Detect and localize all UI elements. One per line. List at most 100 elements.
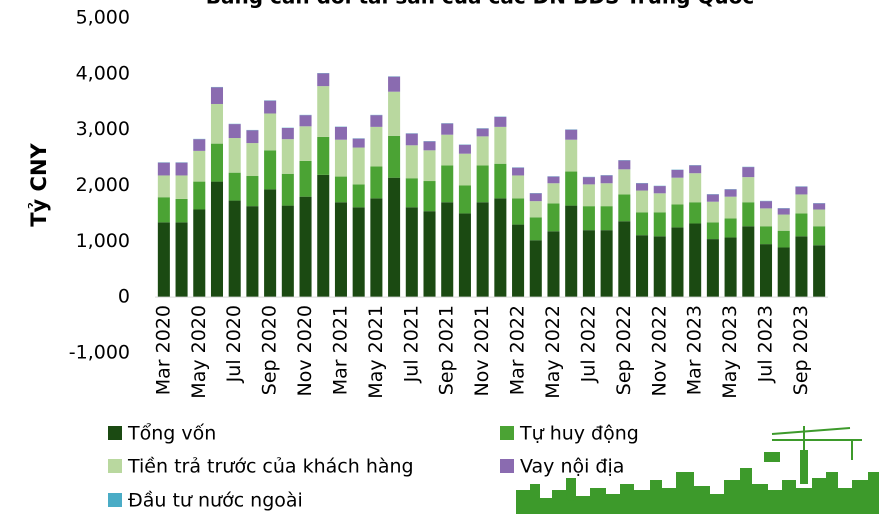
x-tick-label: Sep 2023 — [790, 305, 812, 395]
bar-segment — [653, 236, 666, 298]
bar-segment — [423, 181, 436, 212]
x-tick-label: May 2022 — [542, 305, 564, 399]
bar-segment — [600, 175, 613, 184]
bar-segment — [157, 197, 170, 223]
y-tick-label: 4,000 — [76, 62, 130, 84]
bar-segment — [317, 73, 330, 87]
y-tick-label: -1,000 — [69, 342, 130, 364]
chart-title: Bảng cân đối tài sản của các DN BĐS Trun… — [206, 0, 754, 9]
x-tick-label: Nov 2020 — [294, 305, 316, 396]
legend-label: Đầu tư nước ngoài — [128, 490, 303, 512]
bar-segment — [246, 130, 259, 144]
bar-segment — [671, 169, 684, 178]
bar-segment — [476, 128, 489, 137]
bar-segment — [671, 227, 684, 298]
bar-segment — [706, 239, 719, 298]
bar-segment — [299, 126, 312, 161]
bar-segment — [706, 222, 719, 240]
x-tick-label: May 2020 — [188, 305, 210, 399]
bar-segment — [689, 223, 702, 298]
bar-segment — [423, 150, 436, 182]
bar-segment — [512, 198, 525, 225]
bar-segment — [388, 91, 401, 136]
bar-segment — [759, 226, 773, 245]
bar-segment — [636, 190, 649, 213]
bar-segment — [264, 189, 277, 298]
bar-segment — [175, 162, 188, 176]
bar-segment — [210, 103, 224, 144]
bar-segment — [476, 165, 489, 203]
bar-segment — [600, 206, 613, 231]
x-tick-label: Sep 2022 — [613, 305, 635, 395]
bar-segment — [228, 200, 241, 298]
bar-segment — [193, 139, 206, 151]
bar-segment — [582, 184, 595, 207]
bar-segment — [636, 212, 649, 236]
bar-segment — [317, 174, 330, 298]
x-tick-label: Jul 2020 — [223, 305, 245, 383]
bar-segment — [388, 135, 401, 178]
bar-segment — [157, 222, 170, 298]
bar-segment — [724, 237, 737, 298]
bar-segment — [494, 198, 507, 298]
bar-segment — [193, 150, 206, 182]
bar-segment — [228, 138, 241, 173]
y-tick-label: 5,000 — [76, 7, 130, 29]
bar-segment — [759, 244, 773, 298]
bar-segment — [689, 173, 702, 203]
y-tick-label: 1,000 — [76, 230, 130, 252]
bar-segment — [618, 160, 631, 170]
bar-segment — [706, 194, 719, 202]
x-tick-label: Mar 2022 — [507, 305, 529, 395]
x-tick-label: Jul 2022 — [577, 305, 599, 383]
bar-segment — [352, 138, 365, 148]
bar-segment — [157, 162, 170, 176]
bar-segment — [777, 208, 790, 215]
bar-segment — [529, 217, 542, 241]
y-axis-label: Tỷ CNY — [27, 142, 51, 226]
bar-segment — [370, 166, 383, 199]
y-tick-label: 0 — [118, 286, 130, 308]
x-tick-label: Nov 2022 — [648, 305, 670, 396]
bar-segment — [706, 201, 719, 223]
bar-segment — [458, 213, 471, 298]
bar-segment — [759, 201, 773, 209]
bar-segment — [370, 126, 383, 167]
bar-segment — [334, 139, 347, 177]
bar-segment — [405, 178, 418, 208]
bar-segment — [458, 185, 471, 214]
bar-segment — [777, 214, 790, 231]
bar-segment — [175, 222, 188, 298]
bar-segment — [653, 186, 666, 194]
legend-swatch — [108, 493, 122, 507]
bar-segment — [795, 186, 808, 195]
bar-segment — [264, 150, 277, 190]
bar-segment — [777, 230, 790, 248]
bar-segment — [281, 127, 294, 140]
bar-segment — [547, 176, 560, 184]
bar-segment — [529, 193, 542, 202]
bar-segment — [724, 189, 737, 197]
bar-segment — [441, 134, 454, 166]
bar-segment — [352, 147, 365, 185]
bar-segment — [334, 176, 347, 203]
bar-segment — [210, 143, 224, 182]
bar-segment — [494, 126, 507, 164]
bar-segment — [317, 136, 330, 175]
bar-segment — [405, 145, 418, 179]
bar-segment — [813, 226, 826, 246]
bar-segment — [193, 181, 206, 210]
bar-segment — [388, 76, 401, 92]
legend-label: Vay nội địa — [520, 456, 624, 478]
bar-segment — [494, 116, 507, 127]
bar-segment — [653, 212, 666, 237]
bar-segment — [671, 204, 684, 228]
bar-segment — [795, 194, 808, 214]
bar-segment — [671, 177, 684, 205]
x-tick-label: May 2021 — [365, 305, 387, 399]
bar-segment — [299, 196, 312, 298]
bar-segment — [582, 177, 595, 185]
bar-segment — [618, 169, 631, 195]
bar-segment — [742, 167, 755, 178]
bar-segment — [600, 183, 613, 207]
